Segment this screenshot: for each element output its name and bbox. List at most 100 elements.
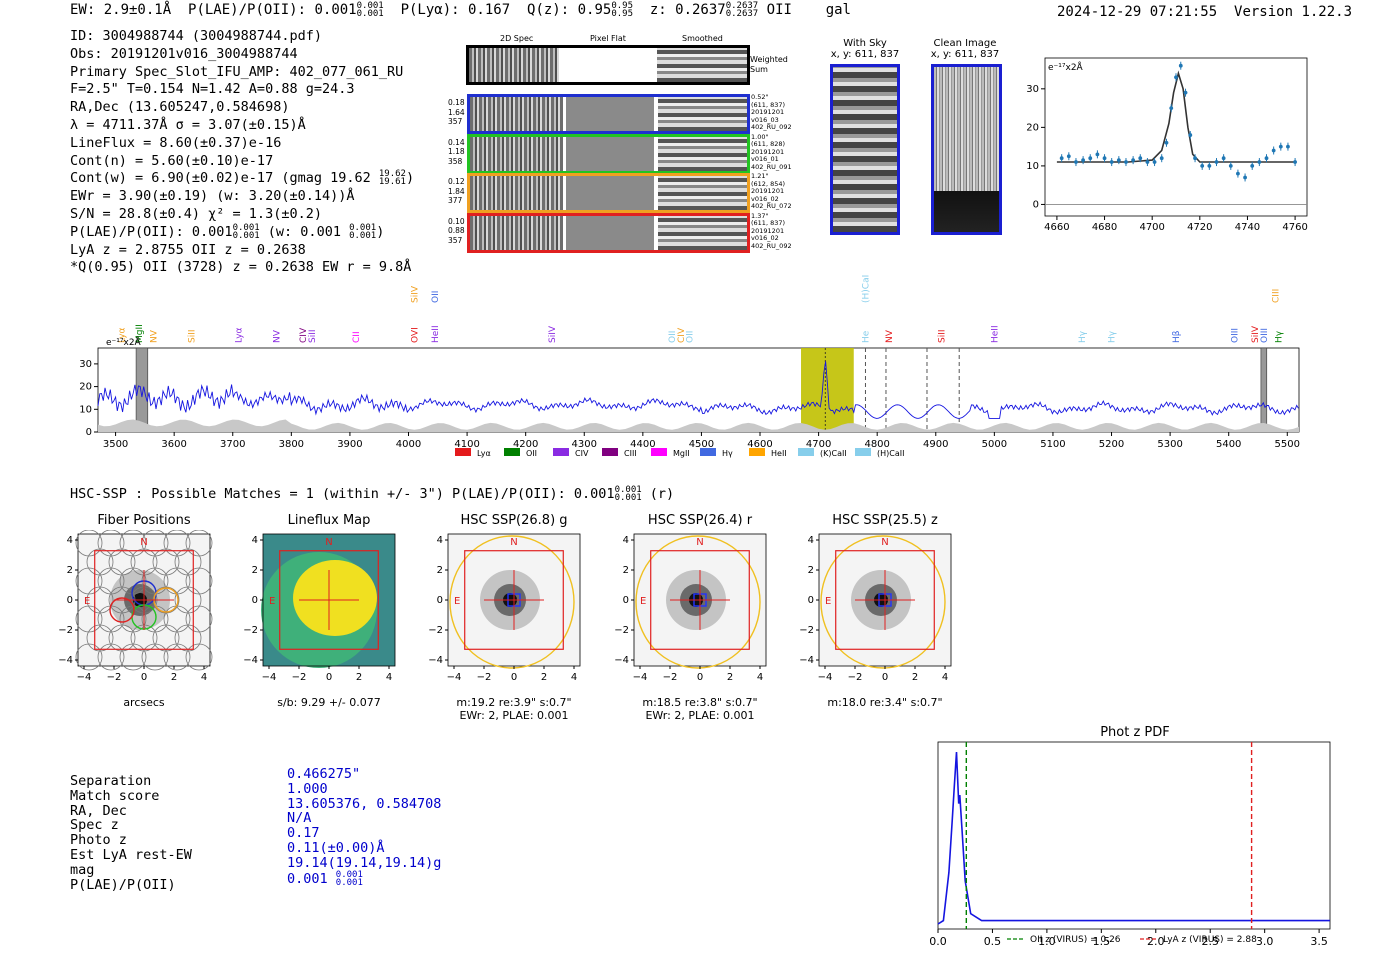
fiber-circle: [163, 643, 191, 671]
value-mag: 19.14(19.14,19.14)g: [287, 854, 442, 871]
x-tick-label: 2: [356, 672, 362, 683]
value-photoz: 0.17: [287, 825, 320, 842]
hsc-caption-1: m:18.5 re:3.8" s:0.7": [642, 696, 758, 709]
legend-label: CIV: [575, 449, 589, 458]
info-lineflux: LineFlux = 8.60(±0.37)e-16: [70, 134, 282, 151]
data-point: [1138, 156, 1143, 161]
fiber-circle: [163, 530, 191, 557]
fiber-circle: [174, 586, 202, 614]
label-match-score: Match score: [70, 787, 160, 804]
y-tick-label: 4: [252, 535, 258, 546]
x-tick-label: 0: [882, 672, 888, 683]
x-tick-label: −2: [477, 672, 492, 683]
y-tick-label: 2: [808, 565, 814, 576]
line-id-label: HeII: [431, 325, 441, 343]
col-header-smoothed: Smoothed: [682, 34, 723, 43]
detection-info: ID: 3004988744 (3004988744.pdf) Obs: 201…: [70, 28, 415, 276]
row-stat: 377: [448, 196, 463, 205]
row-left-stats: 0.12 1.84 377: [448, 177, 465, 206]
hsc-summary-lo: 0.001: [614, 493, 642, 503]
row-right-info: 1.00" (611, 828) 20191201 v016_01 402_RU_091: [751, 132, 792, 172]
weighted-flat: [559, 48, 657, 82]
weighted-smoothed: [657, 48, 747, 82]
x-tick-label: 4740: [1235, 222, 1260, 233]
row-info: v016_01: [751, 155, 779, 163]
hsc-panel-4: HSC SSP(26.4) r N E 4 2 0 −2 −4 −4 −2 0 2 4 m:18.5 re…: [604, 512, 794, 727]
x-tick-label: 4600: [747, 439, 772, 450]
fiber-circle: [141, 643, 169, 671]
row-pixelflat: [566, 136, 654, 171]
y-tick-label: 2: [252, 565, 258, 576]
y-tick-label: 20: [1026, 122, 1039, 133]
hsc-summary-hi: 0.001: [614, 485, 642, 495]
line-id-label: (H)CaII: [862, 275, 872, 303]
row-right-info: 1.21" (612, 854) 20191201 v016_02 402_RU_072: [751, 172, 792, 211]
line-id-label: OIII: [1260, 328, 1270, 343]
legend-swatch: [455, 448, 471, 456]
hsc-panel-title: HSC SSP(25.5) z: [832, 513, 938, 528]
x-tick-label: 4500: [689, 439, 714, 450]
fiber-circle: [108, 624, 136, 652]
x-tick-label: 4000: [396, 439, 421, 450]
weighted-2dspec: [469, 48, 559, 82]
line-id-label: CIV: [677, 327, 687, 343]
y-tick-label: 2: [437, 565, 443, 576]
qz-value: Q(z): 0.95: [527, 2, 612, 18]
data-point: [1164, 140, 1169, 145]
hsc-caption-1: arcsecs: [123, 696, 165, 709]
noise-floor: [98, 419, 1299, 432]
x-tick-label: 0: [697, 672, 703, 683]
spectrum-marks: [97, 361, 1299, 432]
line-fit-ticks: 4660 4680 4700 4720 4740 4760 0 10 20 30: [1026, 84, 1308, 233]
line-id-label: OII: [686, 331, 696, 343]
clean-image-title: Clean Image: [933, 38, 997, 49]
fiber-circle: [86, 548, 114, 576]
fiber-circle: [75, 530, 103, 557]
row-stat: 357: [448, 235, 463, 245]
spectrum-row-4: [467, 212, 750, 253]
x-tick-label: 3700: [220, 439, 245, 450]
fiber-circle: [97, 567, 125, 595]
legend-swatch: [798, 448, 814, 456]
data-point: [1293, 160, 1297, 164]
col-header-2dspec: 2D Spec: [500, 34, 534, 43]
row-stat: 0.10: [448, 216, 465, 226]
line-fit-chart: e⁻¹⁷x2Å 4660 4680 4700 4720 4740 4760 0 10 20 30: [1026, 57, 1308, 233]
data-point: [1109, 160, 1114, 164]
match-table-values: 0.466275" 1.000 13.605376, 0.584708 N/A …: [287, 767, 441, 887]
row-info: (612, 854): [751, 179, 786, 188]
y-tick-label: 0: [252, 595, 258, 606]
row-info: 402_RU_092: [751, 123, 792, 131]
value-lya-ew: 0.11(±0.00)Å: [287, 839, 385, 856]
data-point: [1088, 156, 1093, 161]
x-tick-label: −2: [848, 672, 863, 683]
line-id-label: OVI: [410, 327, 420, 343]
line-id-label: Lyα: [235, 327, 245, 343]
fiber-red: [109, 597, 135, 623]
fit-curve: [1056, 70, 1296, 163]
row-info: v016_03: [751, 115, 779, 124]
hsc-panel-title: HSC SSP(26.8) g: [460, 513, 568, 528]
z-type: OII: [766, 2, 792, 18]
value-plae-hi: 0.001: [335, 869, 363, 880]
y-tick-label: −2: [428, 625, 443, 636]
x-tick-label: 4900: [923, 439, 948, 450]
x-tick-label: 0: [141, 672, 147, 683]
row-left-stats: 0.14 1.18 358: [448, 138, 465, 167]
line-id-label: NV: [150, 329, 160, 343]
value-match-score: 1.000: [287, 780, 328, 797]
z-hi: 0.2637: [725, 1, 759, 11]
row-info: 1.00": [751, 132, 769, 141]
value-separation: 0.466275": [287, 766, 361, 782]
y-tick-label: 0: [808, 595, 814, 606]
info-plae-hi: 0.001: [232, 222, 260, 233]
row-info: 20191201: [751, 187, 785, 195]
data-point: [1207, 164, 1212, 168]
lineflux-core: [293, 560, 377, 636]
y-tick-label: 4: [67, 535, 73, 546]
data-point: [1066, 154, 1071, 159]
x-tick-label: 5200: [1099, 439, 1124, 450]
x-tick-label: 4760: [1282, 222, 1307, 233]
row-info: (611, 837): [751, 219, 786, 227]
